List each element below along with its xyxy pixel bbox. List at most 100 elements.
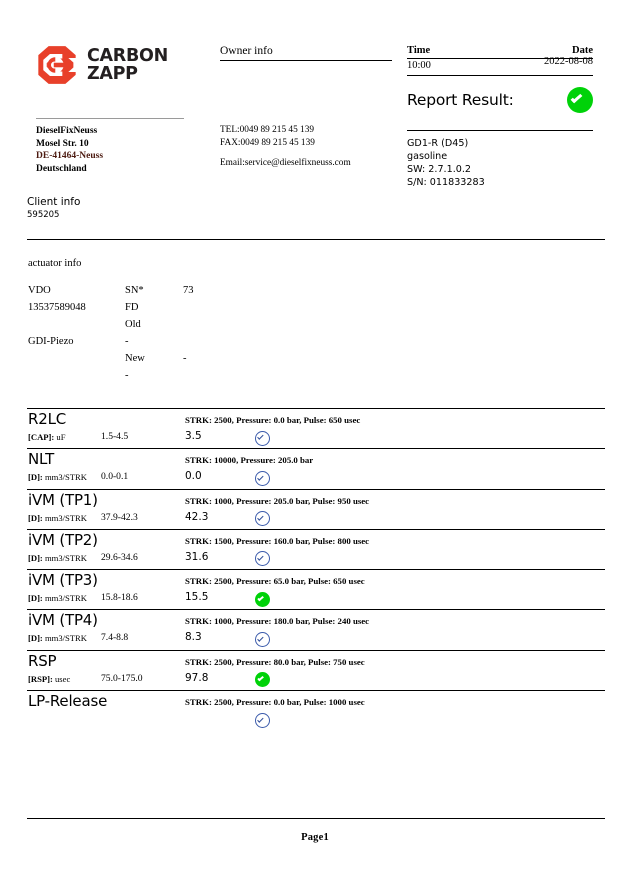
- actuator-row: 13537589048 FD: [28, 299, 328, 316]
- table-row: NLT [D]: mm3/STRK 0.0-0.1 STRK: 10000, P…: [27, 449, 605, 490]
- carbon-zapp-mark-icon: [36, 45, 78, 85]
- client-info-value: 595205: [27, 210, 60, 220]
- company-tel: TEL:0049 89 215 45 139: [220, 125, 314, 135]
- test-name: NLT: [28, 450, 55, 469]
- test-measured-value: 31.6: [185, 550, 209, 563]
- test-unit-key: [D]:: [28, 633, 43, 644]
- test-conditions: STRK: 2500, Pressure: 65.0 bar, Pulse: 6…: [185, 576, 365, 587]
- test-unit-value: uF: [56, 432, 66, 442]
- test-unit: [CAP]: uF: [28, 431, 65, 443]
- company-street: Mosel Str. 10: [36, 138, 89, 149]
- logo-line-2: ZAPP: [87, 64, 138, 84]
- company-country: Deutschland: [36, 163, 87, 174]
- test-unit-value: usec: [54, 673, 71, 684]
- time-label: Time: [407, 45, 431, 56]
- check-circle-green-icon: [567, 87, 593, 113]
- test-name: R2LC: [28, 410, 66, 428]
- table-row: iVM (TP4) [D]: mm3/STRK 7.4-8.8 STRK: 10…: [27, 610, 605, 651]
- test-status-icon-wrap: [251, 630, 273, 648]
- device-software-version: SW: 2.7.1.0.2: [407, 164, 472, 175]
- test-unit-value: mm3/STRK: [44, 552, 87, 563]
- actuator-cell-1: [28, 350, 125, 367]
- check-circle-blue-icon: [254, 430, 270, 446]
- test-name: RSP: [28, 651, 57, 670]
- table-row: iVM (TP1) [D]: mm3/STRK 37.9-42.3 STRK: …: [27, 490, 605, 530]
- test-results-table: R2LC [CAP]: uF 1.5-4.5 STRK: 2500, Press…: [27, 409, 605, 731]
- test-unit-value: mm3/STRK: [44, 512, 87, 523]
- test-range: 1.5-4.5: [101, 431, 129, 442]
- time-date-headers: Time Date: [407, 44, 593, 59]
- device-model: GD1-R (D45): [407, 138, 469, 149]
- logo-line-1: CARBON: [87, 46, 168, 66]
- time-date-block: Time Date 10:00 2022-08-08: [407, 44, 593, 76]
- test-status-icon-wrap: [251, 590, 273, 608]
- test-unit-value: mm3/STRK: [44, 593, 87, 604]
- test-unit: [D]: mm3/STRK: [28, 592, 87, 604]
- divider-footer: [27, 818, 605, 819]
- actuator-cell-2: Old: [125, 319, 141, 330]
- check-circle-blue-icon: [254, 511, 270, 527]
- test-name: iVM (TP3): [28, 571, 98, 590]
- test-conditions: STRK: 1000, Pressure: 205.0 bar, Pulse: …: [185, 495, 370, 506]
- actuator-info-title: actuator info: [28, 258, 82, 269]
- actuator-row: VDO SN* 73: [28, 282, 328, 299]
- company-email: Email:service@dieselfixneuss.com: [220, 158, 351, 168]
- test-range: 75.0-175.0: [101, 672, 143, 684]
- test-conditions: STRK: 2500, Pressure: 80.0 bar, Pulse: 7…: [185, 656, 365, 667]
- actuator-row: Old: [28, 316, 328, 333]
- test-range: 15.8-18.6: [101, 592, 138, 604]
- test-measured-value: 42.3: [185, 510, 209, 523]
- actuator-cell-3: [183, 299, 243, 316]
- test-status-icon-wrap: [251, 711, 273, 729]
- actuator-info-grid: VDO SN* 73 13537589048 FD Old GDI-Piezo …: [28, 282, 328, 384]
- date-label: Date: [572, 45, 593, 56]
- test-range: 0.0-0.1: [101, 471, 129, 483]
- table-row: RSP [RSP]: usec 75.0-175.0 STRK: 2500, P…: [27, 651, 605, 692]
- check-circle-blue-icon: [254, 551, 270, 567]
- test-range: 7.4-8.8: [101, 632, 129, 644]
- owner-info-block: Owner info: [220, 44, 392, 61]
- actuator-cell-3: -: [183, 353, 187, 364]
- report-header: CARBON ZAPP Owner info Time Date 10:00 2…: [0, 0, 630, 196]
- company-address-block: DieselFixNeuss Mosel Str. 10 DE-41464-Ne…: [36, 118, 184, 175]
- test-measured-value: 97.8: [185, 671, 209, 684]
- test-range: 37.9-42.3: [101, 511, 138, 523]
- actuator-cell-3: [183, 333, 243, 350]
- test-unit: [RSP]: usec: [28, 673, 70, 685]
- actuator-cell-1: GDI-Piezo: [28, 336, 74, 347]
- actuator-cell-3: [183, 367, 243, 384]
- actuator-cell-1: VDO: [28, 285, 51, 296]
- device-fuel: gasoline: [407, 151, 448, 162]
- client-info-block: Client info 595205: [27, 195, 605, 222]
- date-value: 2022-08-08: [544, 56, 593, 67]
- test-measured-value: 8.3: [185, 631, 202, 644]
- actuator-cell-2: New: [125, 353, 145, 364]
- test-conditions: STRK: 2500, Pressure: 0.0 bar, Pulse: 65…: [185, 415, 361, 425]
- test-unit-value: mm3/STRK: [44, 633, 87, 644]
- page-number: Page1: [301, 832, 329, 843]
- test-unit-key: [D]:: [28, 552, 43, 563]
- actuator-cell-1: 13537589048: [28, 302, 86, 313]
- company-postal-city: DE-41464-Neuss: [36, 151, 104, 162]
- test-measured-value: 3.5: [185, 430, 202, 442]
- actuator-row: -: [28, 367, 328, 384]
- divider-actuator-results: [27, 408, 605, 409]
- check-circle-blue-icon: [254, 470, 270, 486]
- report-result-label: Report Result:: [407, 91, 514, 109]
- test-conditions: STRK: 1500, Pressure: 160.0 bar, Pulse: …: [185, 535, 370, 546]
- device-info-block: GD1-R (D45) gasoline SW: 2.7.1.0.2 S/N: …: [407, 130, 593, 188]
- test-measured-value: 0.0: [185, 470, 202, 483]
- actuator-row: GDI-Piezo -: [28, 333, 328, 350]
- actuator-cell-3: 73: [183, 285, 194, 296]
- company-name: DieselFixNeuss: [36, 126, 98, 136]
- actuator-cell-2: SN*: [125, 285, 144, 296]
- test-unit-key: [CAP]:: [28, 432, 55, 442]
- owner-info-label: Owner info: [220, 44, 392, 61]
- actuator-cell-3: [183, 316, 243, 333]
- test-measured-value: 15.5: [185, 591, 209, 604]
- test-unit: [D]: mm3/STRK: [28, 512, 87, 524]
- table-row: R2LC [CAP]: uF 1.5-4.5 STRK: 2500, Press…: [27, 409, 605, 450]
- device-serial-number: S/N: 011833283: [407, 176, 485, 188]
- check-circle-blue-icon: [254, 712, 270, 728]
